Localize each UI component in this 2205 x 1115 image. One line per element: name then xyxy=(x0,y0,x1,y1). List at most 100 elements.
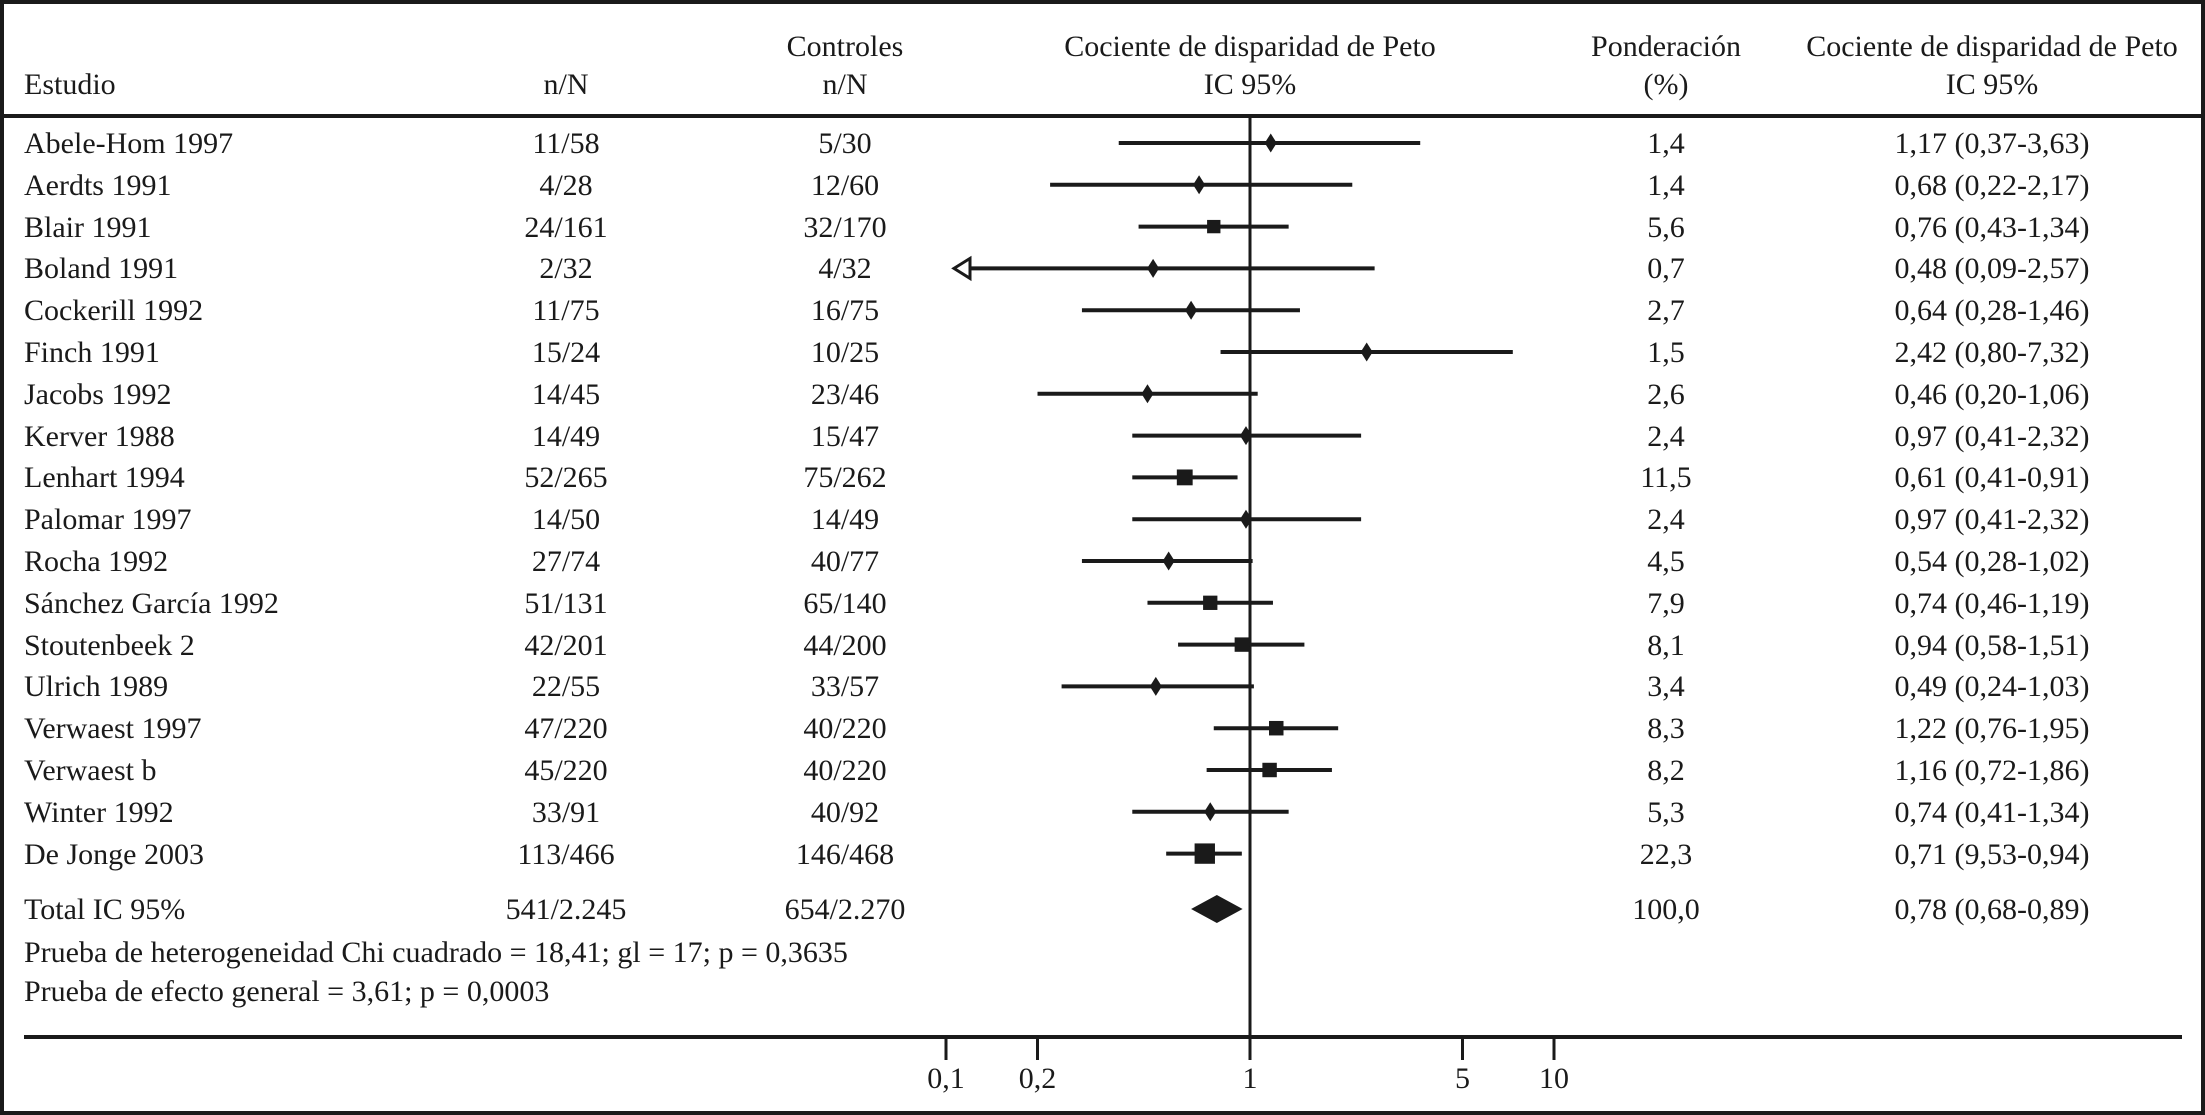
study-name: De Jonge 2003 xyxy=(24,837,204,871)
treatment-nn: 113/466 xyxy=(517,837,615,871)
column-header-plot-line2: IC 95% xyxy=(1203,68,1297,101)
controls-nn: 40/220 xyxy=(803,754,887,787)
treatment-nn: 52/265 xyxy=(524,461,608,495)
or-ci-text: 1,22 (0,76-1,95) xyxy=(1894,712,2090,746)
treatment-nn: 24/161 xyxy=(524,210,608,244)
effect-diamond-marker xyxy=(1141,384,1154,404)
study-name: Boland 1991 xyxy=(24,252,179,286)
controls-nn: 40/92 xyxy=(810,795,880,829)
weight-percent: 3,4 xyxy=(1647,670,1685,704)
weight-percent: 8,1 xyxy=(1647,628,1685,662)
weight-percent: 1,4 xyxy=(1647,127,1685,160)
effect-diamond-marker xyxy=(1264,133,1277,153)
column-header-treatment-nn: n/N xyxy=(543,68,589,101)
column-header-or: Cociente de disparidad de Peto IC 95% xyxy=(1762,28,2201,104)
total-label: Total IC 95% xyxy=(24,893,186,926)
weight-percent: 2,4 xyxy=(1647,503,1685,537)
column-header-weight-line2: (%) xyxy=(1643,68,1689,101)
treatment-nn: 11/58 xyxy=(532,127,600,160)
treatment-nn: 42/201 xyxy=(524,628,608,662)
controls-nn: 23/46 xyxy=(810,377,880,411)
treatment-nn: 27/74 xyxy=(531,545,601,578)
study-name: Verwaest 1997 xyxy=(24,712,202,746)
effect-square-marker xyxy=(1207,219,1221,234)
effect-diamond-marker xyxy=(1239,509,1252,529)
controls-nn: 32/170 xyxy=(803,210,887,244)
effect-square-marker xyxy=(1203,595,1218,610)
study-name: Verwaest b xyxy=(24,754,157,787)
controls-nn: 40/77 xyxy=(810,545,880,578)
effect-diamond-marker xyxy=(1193,175,1206,195)
controls-nn: 75/262 xyxy=(803,461,887,495)
study-name: Palomar 1997 xyxy=(24,503,192,537)
total-controls-nn: 654/2.270 xyxy=(784,893,906,926)
weight-percent: 8,2 xyxy=(1647,754,1685,787)
total-or-ci-text: 0,78 (0,68-0,89) xyxy=(1894,893,2090,926)
treatment-nn: 2/32 xyxy=(539,252,593,286)
heterogeneity-note: Prueba de heterogeneidad Chi cuadrado = … xyxy=(24,936,848,969)
controls-nn: 14/49 xyxy=(810,503,880,537)
controls-nn: 146/468 xyxy=(795,837,895,871)
controls-nn: 5/30 xyxy=(818,127,872,160)
controls-nn: 10/25 xyxy=(810,336,880,369)
header-divider-line xyxy=(4,114,2201,118)
column-header-plot-line1: Cociente de disparidad de Peto xyxy=(1064,30,1436,63)
x-tick-label: 0,1 xyxy=(927,1062,965,1095)
effect-diamond-marker xyxy=(1149,676,1162,696)
or-ci-text: 0,74 (0,46-1,19) xyxy=(1894,586,2090,620)
study-name: Ulrich 1989 xyxy=(24,670,169,704)
controls-nn: 40/220 xyxy=(803,712,887,746)
effect-diamond-marker xyxy=(1147,258,1160,278)
effect-square-marker xyxy=(1176,469,1193,486)
study-name: Abele-Hom 1997 xyxy=(24,127,234,160)
total-weight-percent: 100,0 xyxy=(1632,893,1700,926)
overall-effect-note: Prueba de efecto general = 3,61; p = 0,0… xyxy=(24,975,550,1008)
study-name: Finch 1991 xyxy=(24,336,160,369)
controls-nn: 12/60 xyxy=(810,168,880,202)
or-ci-text: 0,97 (0,41-2,32) xyxy=(1894,503,2090,537)
column-header-controls-line1: Controles xyxy=(786,30,904,63)
study-name: Stoutenbeek 2 xyxy=(24,628,195,662)
or-ci-text: 0,48 (0,09-2,57) xyxy=(1894,252,2090,286)
treatment-nn: 47/220 xyxy=(524,712,608,746)
or-ci-text: 0,54 (0,28-1,02) xyxy=(1894,545,2090,578)
weight-percent: 11,5 xyxy=(1640,461,1692,495)
weight-percent: 0,7 xyxy=(1647,252,1685,286)
study-name: Kerver 1988 xyxy=(24,419,175,453)
controls-nn: 33/57 xyxy=(810,670,880,704)
effect-square-marker xyxy=(1262,762,1277,778)
column-header-weight: Ponderación (%) xyxy=(1566,28,1766,104)
or-ci-text: 0,71 (9,53-0,94) xyxy=(1894,837,2090,871)
controls-nn: 44/200 xyxy=(803,628,887,662)
weight-percent: 5,6 xyxy=(1647,210,1685,244)
controls-nn: 4/32 xyxy=(818,252,872,286)
treatment-nn: 51/131 xyxy=(524,586,608,620)
controls-nn: 15/47 xyxy=(810,419,880,453)
or-ci-text: 2,42 (0,80-7,32) xyxy=(1894,336,2090,369)
treatment-nn: 22/55 xyxy=(531,670,601,704)
study-name: Jacobs 1992 xyxy=(24,377,172,411)
treatment-nn: 14/45 xyxy=(531,377,601,411)
weight-percent: 5,3 xyxy=(1647,795,1685,829)
total-diamond-marker xyxy=(1191,895,1243,923)
effect-square-marker xyxy=(1194,843,1215,864)
column-header-or-line1: Cociente de disparidad de Peto xyxy=(1806,30,2178,63)
controls-nn: 16/75 xyxy=(810,294,880,328)
or-ci-text: 0,97 (0,41-2,32) xyxy=(1894,419,2090,453)
or-ci-text: 0,64 (0,28-1,46) xyxy=(1894,294,2090,328)
treatment-nn: 33/91 xyxy=(531,795,601,829)
treatment-nn: 14/50 xyxy=(531,503,601,537)
treatment-nn: 45/220 xyxy=(524,754,608,787)
weight-percent: 2,7 xyxy=(1647,294,1685,328)
or-ci-text: 1,17 (0,37-3,63) xyxy=(1894,127,2090,160)
column-header-or-line2: IC 95% xyxy=(1945,68,2039,101)
column-header-study: Estudio xyxy=(24,68,116,101)
weight-percent: 7,9 xyxy=(1647,586,1685,620)
treatment-nn: 4/28 xyxy=(539,168,593,202)
x-tick-label: 1 xyxy=(1242,1062,1258,1095)
controls-nn: 65/140 xyxy=(803,586,887,620)
column-header-controls: Controles n/N xyxy=(695,28,995,104)
weight-percent: 8,3 xyxy=(1647,712,1685,746)
x-tick-label: 10 xyxy=(1539,1062,1569,1095)
